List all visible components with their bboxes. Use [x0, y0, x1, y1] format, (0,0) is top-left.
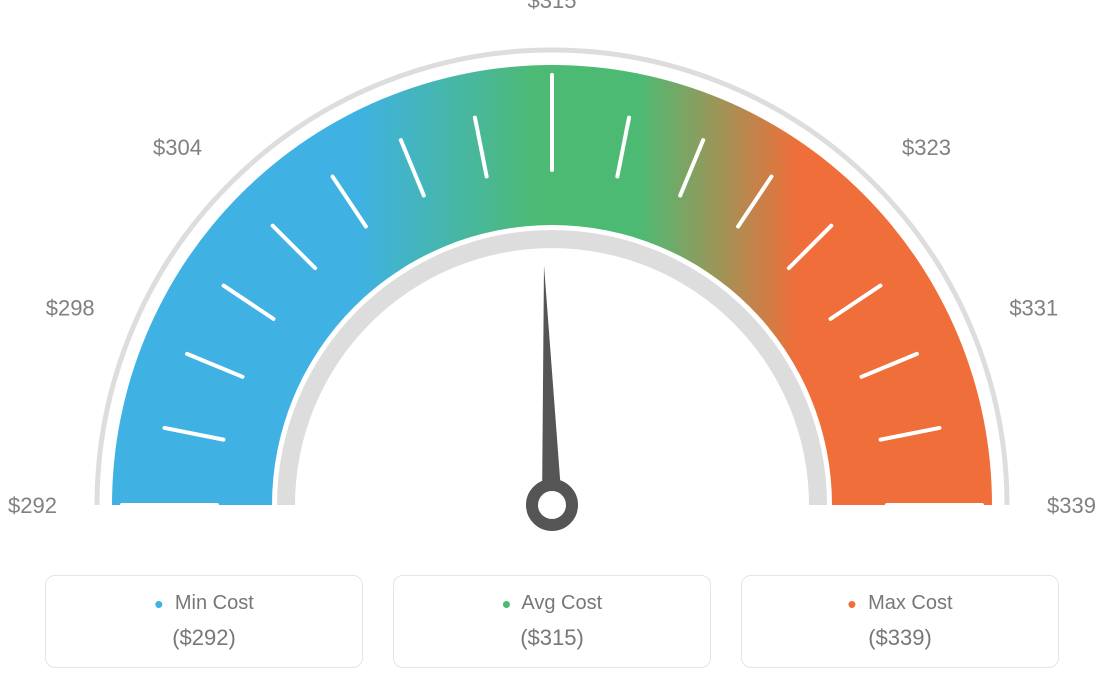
svg-text:$331: $331 — [1009, 296, 1058, 321]
legend-value-avg: ($315) — [404, 625, 700, 651]
dot-icon: • — [502, 589, 511, 619]
legend-value-max: ($339) — [752, 625, 1048, 651]
svg-text:$323: $323 — [902, 135, 951, 160]
legend-card-max: • Max Cost ($339) — [741, 575, 1059, 668]
cost-gauge-widget: $292 $298 $304 $315 $323 $331 $339 • Min Cost … — [0, 0, 1104, 690]
svg-text:$298: $298 — [46, 296, 95, 321]
dot-icon: • — [154, 589, 163, 619]
legend-label-max: Max Cost — [868, 592, 952, 614]
legend-row: • Min Cost ($292) • Avg Cost ($315) • Ma… — [45, 575, 1059, 668]
legend-card-min: • Min Cost ($292) — [45, 575, 363, 668]
svg-text:$339: $339 — [1047, 493, 1096, 518]
gauge-chart: $292 $298 $304 $315 $323 $331 $339 — [0, 0, 1104, 560]
legend-label-avg: Avg Cost — [521, 592, 602, 614]
legend-label-min: Min Cost — [175, 592, 254, 614]
svg-text:$304: $304 — [153, 135, 202, 160]
svg-text:$292: $292 — [8, 493, 57, 518]
legend-value-min: ($292) — [56, 625, 352, 651]
legend-title-avg: • Avg Cost — [404, 592, 700, 615]
dot-icon: • — [847, 589, 856, 619]
legend-title-min: • Min Cost — [56, 592, 352, 615]
svg-text:$315: $315 — [528, 0, 577, 13]
legend-title-max: • Max Cost — [752, 592, 1048, 615]
legend-card-avg: • Avg Cost ($315) — [393, 575, 711, 668]
